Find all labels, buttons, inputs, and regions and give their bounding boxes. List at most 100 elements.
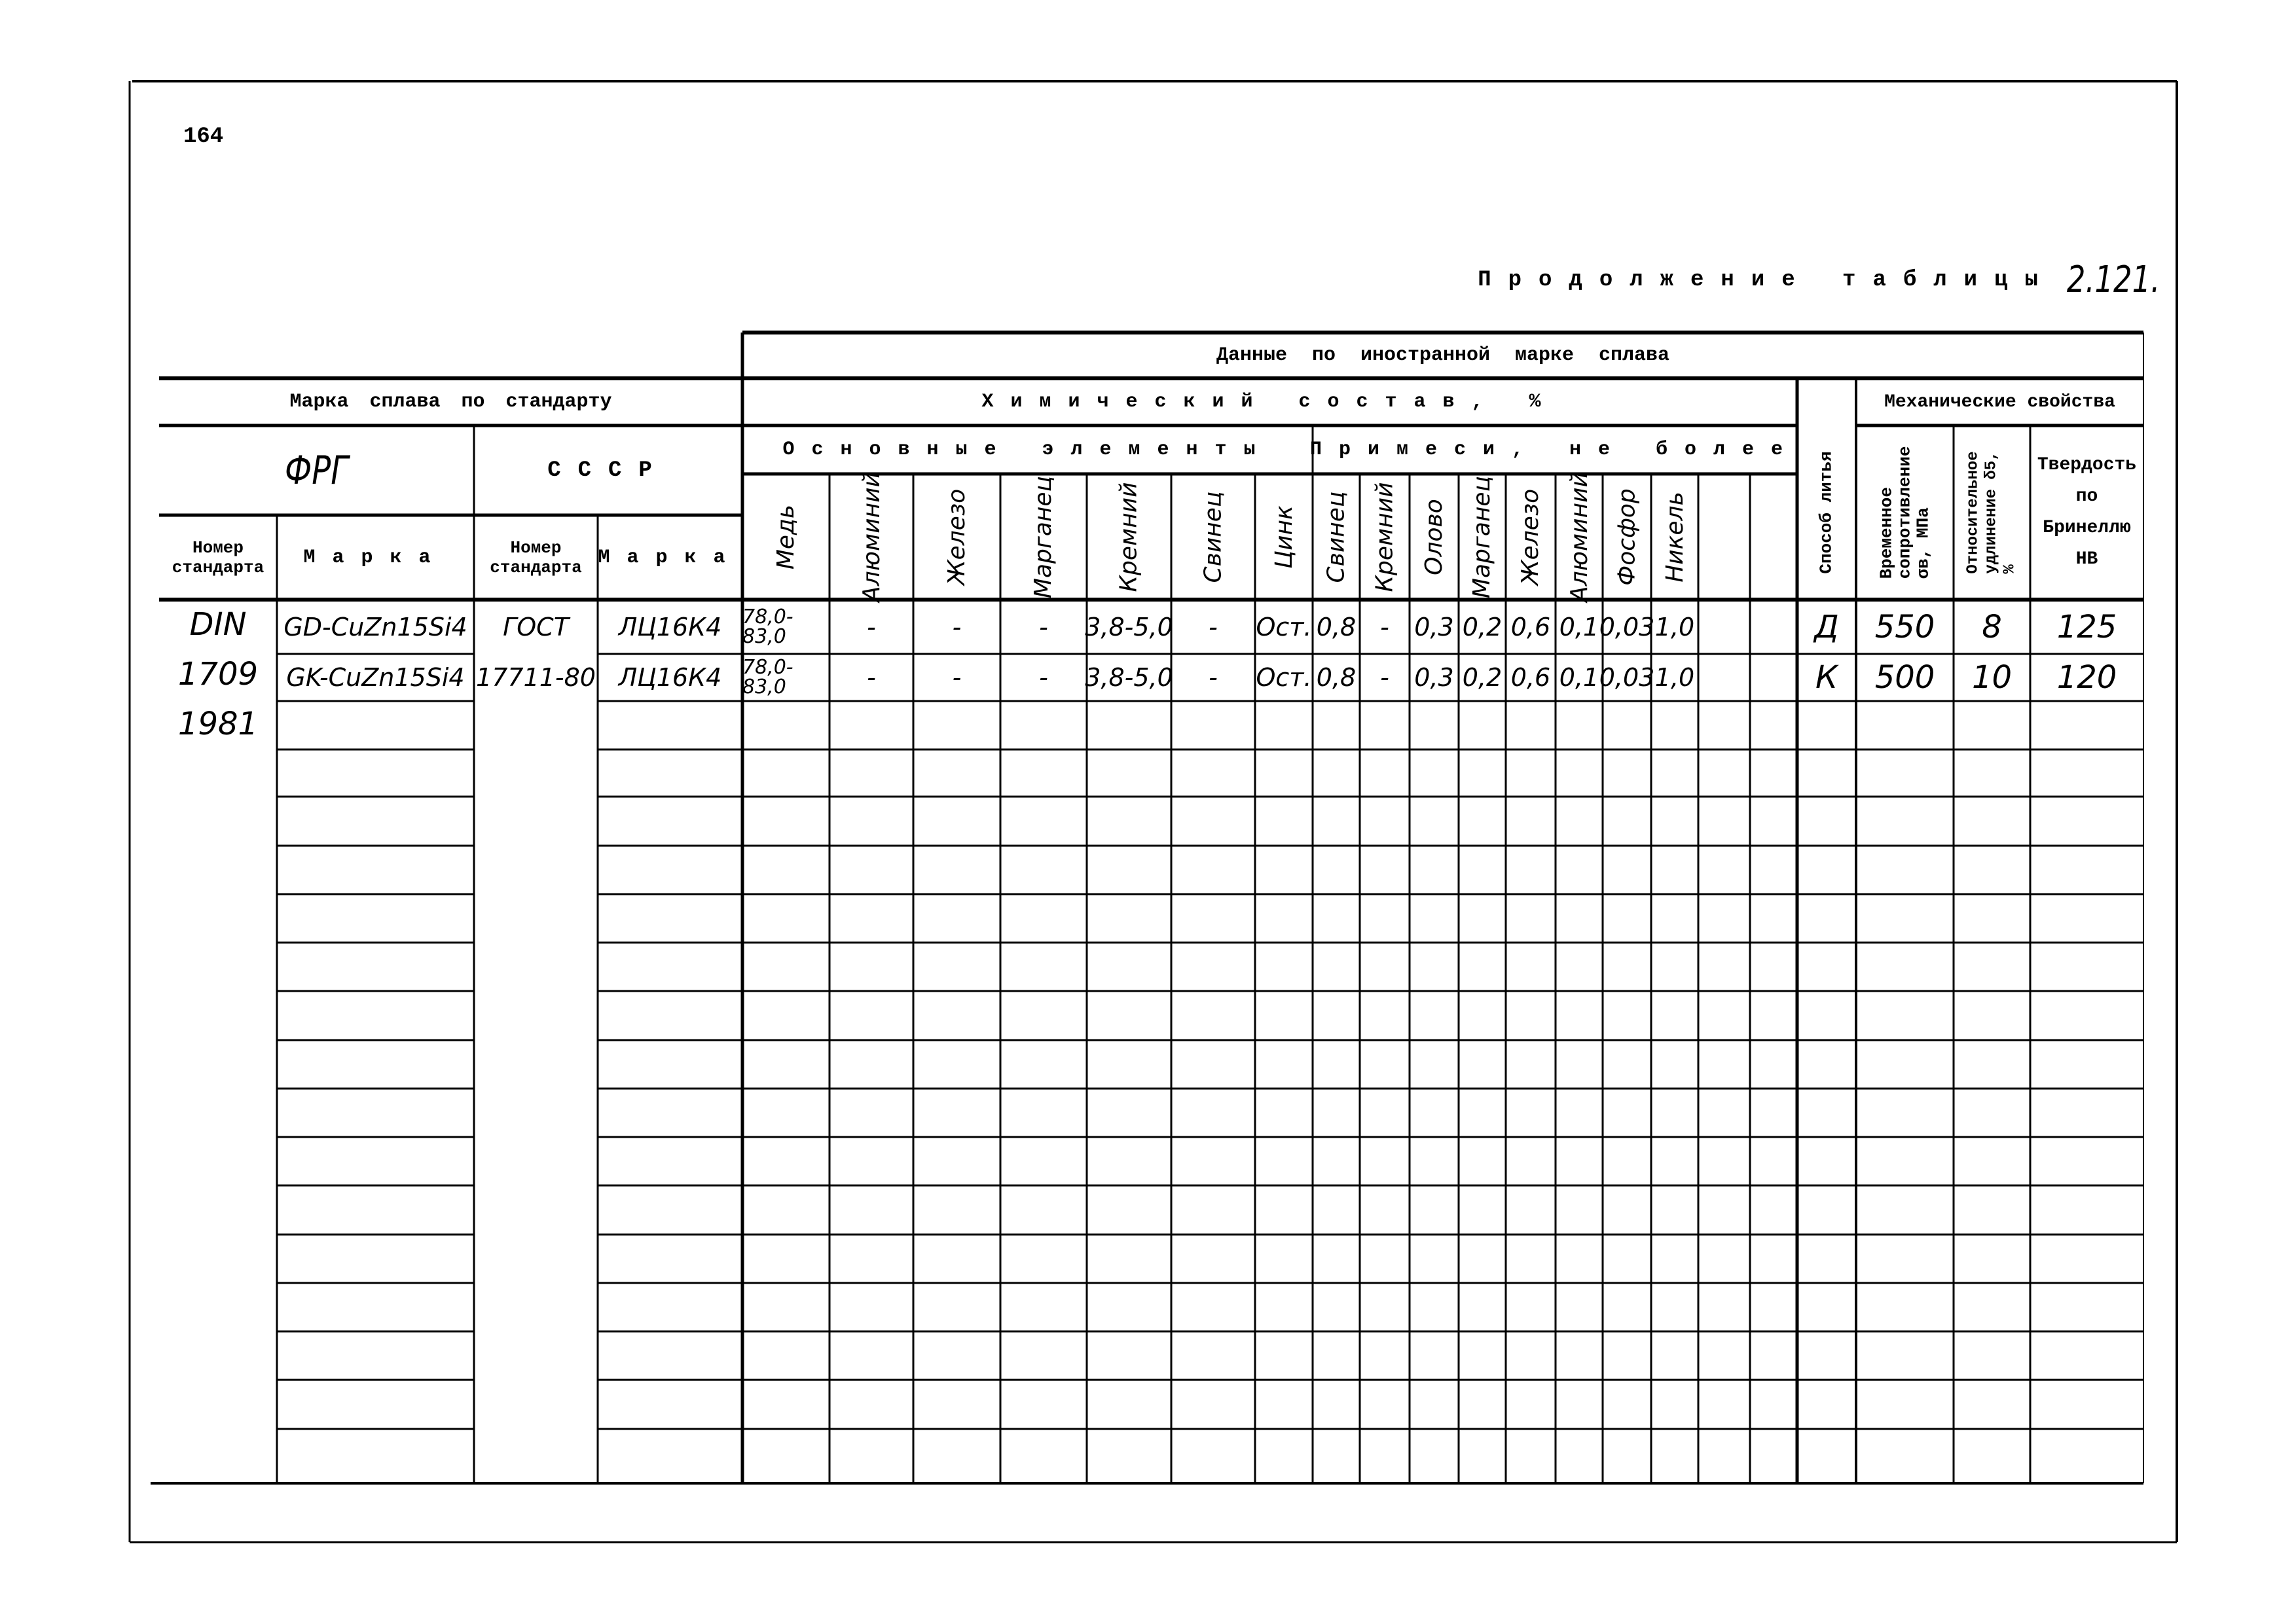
column-header-impurity-label: Олово xyxy=(1421,498,1448,575)
column-header-impurity-label: Свинец xyxy=(1322,491,1350,583)
ussr-header: СССР xyxy=(547,458,669,483)
column-header-impurity: Кремний xyxy=(1360,474,1410,600)
hardness: 120 xyxy=(2056,659,2117,696)
main-element-value: - xyxy=(1039,612,1048,641)
column-header-main-element-label: Кремний xyxy=(1116,481,1143,592)
column-header-impurity: Фосфор xyxy=(1603,474,1651,600)
main-element-value: 3,8-5,0 xyxy=(1085,612,1173,641)
impurity-value xyxy=(1750,600,1797,654)
column-header-main-element: Цинк xyxy=(1255,474,1313,600)
hardness: 125 xyxy=(2056,608,2117,645)
frg-standard-number: 1981 xyxy=(177,706,259,742)
impurity-value xyxy=(1698,654,1750,701)
continuation-title: Продолжение таблицы 2.121. xyxy=(1478,259,2172,301)
main-element-value: - xyxy=(1039,663,1048,692)
impurity-value: 0,2 xyxy=(1462,612,1503,641)
column-header-main-element-label: Марганец xyxy=(1030,475,1057,598)
impurity-value xyxy=(1698,600,1750,654)
column-header-impurity: Марганец xyxy=(1459,474,1506,600)
column-header-main-element-label: Свинец xyxy=(1199,491,1227,583)
column-header-main-element: Кремний xyxy=(1087,474,1171,600)
frg-standard-number: DIN xyxy=(189,606,247,643)
mechanical-properties-header: Механические свойства xyxy=(1884,391,2115,412)
column-header-impurity: Железо xyxy=(1506,474,1556,600)
frg-grade: GK-CuZn15Si4 xyxy=(286,663,465,692)
elongation: 10 xyxy=(1971,659,2013,696)
column-header-main-element-label: Цинк xyxy=(1270,505,1298,569)
column-header-main-element: Алюминий xyxy=(829,471,913,602)
main-element-value: - xyxy=(1209,612,1218,641)
main-element-value: Ост. xyxy=(1256,612,1312,641)
ussr-grade: ЛЦ16К4 xyxy=(618,612,722,641)
main-element-value: 78,0-83,0 xyxy=(742,656,793,698)
grade-by-standard-header: Марка сплава по стандарту xyxy=(289,391,612,413)
column-header-impurity-label: Марганец xyxy=(1468,475,1496,598)
column-header-impurity: Олово xyxy=(1410,474,1459,600)
tensile-strength: 500 xyxy=(1874,659,1935,696)
table-number: 2.121. xyxy=(2066,259,2160,301)
impurity-value: - xyxy=(1380,663,1389,692)
frg-standard-number-header: Номер стандарта xyxy=(172,537,264,577)
column-header-impurity: Алюминий xyxy=(1556,471,1603,602)
frg-standard-number: 1709 xyxy=(177,656,259,693)
casting-method-label: Способ литья xyxy=(1817,451,1837,574)
tensile-strength-label: Временное сопротивление σв, МПа xyxy=(1876,446,1933,579)
ussr-standard-number: 17711-80 xyxy=(476,663,596,692)
casting-method: К xyxy=(1815,659,1838,696)
column-header-impurity-label: Железо xyxy=(1517,488,1544,585)
column-header-impurity xyxy=(1750,474,1797,600)
column-header-main-element: Медь xyxy=(742,474,829,600)
frg-header: ФРГ xyxy=(284,447,348,494)
main-element-value: - xyxy=(867,663,876,692)
main-element-value: 3,8-5,0 xyxy=(1085,663,1173,692)
column-header-impurity-label: Алюминий xyxy=(1565,471,1593,602)
main-element-value: Ост. xyxy=(1256,663,1312,692)
elongation-label: Относительное удлинение δ5, % xyxy=(1964,451,2019,574)
elongation: 8 xyxy=(1982,608,2002,645)
impurity-value: - xyxy=(1380,612,1389,641)
impurity-value: 1,0 xyxy=(1654,663,1695,692)
impurities-header: Примеси, не более xyxy=(1309,439,1800,461)
column-header-main-element-label: Алюминий xyxy=(858,471,885,602)
impurity-value: 0,6 xyxy=(1510,663,1551,692)
impurity-value: 0,3 xyxy=(1414,663,1454,692)
impurity-value: 0,8 xyxy=(1316,663,1357,692)
column-header-main-element-label: Железо xyxy=(943,488,971,585)
ussr-grade: ЛЦ16К4 xyxy=(618,663,722,692)
column-header-impurity-label: Фосфор xyxy=(1613,488,1641,586)
impurity-value: 0,03 xyxy=(1599,612,1655,641)
impurity-value xyxy=(1750,654,1797,701)
continuation-label: Продолжение таблицы xyxy=(1478,267,2055,293)
impurity-value: 0,03 xyxy=(1599,663,1655,692)
foreign-data-header: Данные по иностранной марке сплава xyxy=(1216,344,1670,367)
impurity-value: 0,3 xyxy=(1414,612,1454,641)
impurity-value: 0,8 xyxy=(1316,612,1357,641)
column-header-impurity: Свинец xyxy=(1313,474,1360,600)
column-header-impurity-label: Никель xyxy=(1661,491,1688,583)
column-header-main-element: Железо xyxy=(913,474,1000,600)
column-header-main-element: Марганец xyxy=(1000,474,1087,600)
impurity-value: 0,1 xyxy=(1559,612,1599,641)
tensile-strength: 550 xyxy=(1874,608,1935,645)
casting-method: Д xyxy=(1814,608,1839,645)
ussr-grade-header: Марка xyxy=(598,546,742,569)
main-element-value: - xyxy=(952,612,962,641)
frg-grade-header: Марка xyxy=(303,546,448,569)
hardness-header: Твердость по Бринеллю НВ xyxy=(2037,455,2137,569)
main-element-value: - xyxy=(1209,663,1218,692)
elongation-header: Относительное удлинение δ5, % xyxy=(1954,425,2030,600)
column-header-impurity-label: Кремний xyxy=(1371,481,1398,592)
column-header-impurity xyxy=(1698,474,1750,600)
chemical-composition-header: Химический состав, % xyxy=(981,391,1558,413)
impurity-value: 1,0 xyxy=(1654,612,1695,641)
column-header-main-element: Свинец xyxy=(1171,474,1255,600)
main-element-value: 78,0-83,0 xyxy=(742,605,793,648)
column-header-main-element-label: Медь xyxy=(772,504,799,569)
ussr-standard-number-header: Номер стандарта xyxy=(490,537,582,577)
impurity-value: 0,6 xyxy=(1510,612,1551,641)
casting-method-header: Способ литья xyxy=(1797,425,1856,600)
column-header-impurity: Никель xyxy=(1651,474,1698,600)
frg-grade: GD-CuZn15Si4 xyxy=(283,612,467,641)
